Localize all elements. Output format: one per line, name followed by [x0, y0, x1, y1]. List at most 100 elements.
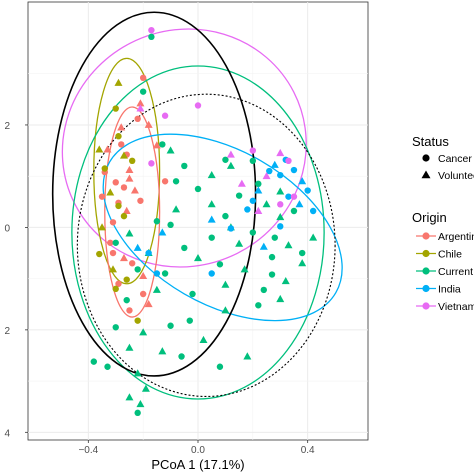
- ellipse-vietnam: [61, 28, 307, 268]
- point-india-volunteer: [298, 177, 307, 185]
- point-current-volunteer: [221, 280, 230, 288]
- point-argentina-cancer: [109, 249, 117, 257]
- point-vietnam-volunteer: [136, 104, 145, 112]
- point-current-volunteer: [125, 343, 134, 351]
- point-vietnam-volunteer: [276, 148, 285, 157]
- point-india-cancer: [285, 193, 292, 200]
- legend-status-volunteer: Volunteer: [438, 170, 474, 182]
- point-current-volunteer: [133, 369, 142, 377]
- point-india-cancer: [277, 171, 284, 179]
- legend-origin-vietnam: Vietnam: [438, 301, 474, 313]
- point-current-cancer: [112, 239, 119, 246]
- point-current-cancer: [290, 207, 298, 215]
- point-current-volunteer: [136, 399, 145, 408]
- point-current-volunteer: [226, 161, 235, 169]
- point-india-cancer: [145, 249, 152, 257]
- point-current-cancer: [208, 234, 215, 241]
- point-current-volunteer: [199, 335, 208, 344]
- point-india-volunteer: [270, 160, 279, 168]
- point-chile-cancer: [128, 157, 136, 165]
- point-current-cancer: [153, 218, 161, 225]
- point-current-cancer: [222, 212, 229, 220]
- point-argentina-cancer: [139, 290, 147, 298]
- legend-circle-key: [422, 154, 430, 162]
- x-tick-label: 0.4: [301, 445, 315, 456]
- y-tick-label: 2: [4, 326, 10, 337]
- point-argentina-cancer: [126, 307, 133, 314]
- point-current-cancer: [167, 221, 174, 229]
- point-india-cancer: [277, 223, 284, 230]
- point-argentina-cancer: [120, 184, 128, 191]
- point-india-volunteer: [295, 200, 304, 208]
- point-current-volunteer: [284, 241, 293, 249]
- point-argentina-volunteer: [136, 99, 145, 107]
- point-current-volunteer: [298, 259, 307, 267]
- point-current-cancer: [181, 162, 188, 170]
- legend-origin-chile: Chile: [438, 249, 462, 261]
- legend-origin-title: Origin: [412, 210, 447, 225]
- legend-color-key: [422, 267, 430, 275]
- point-argentina-volunteer: [139, 271, 148, 280]
- point-current-volunteer: [152, 285, 161, 293]
- point-argentina-volunteer: [119, 253, 128, 262]
- x-tick-label: 0.0: [191, 445, 205, 456]
- point-current-volunteer: [276, 294, 285, 303]
- point-current-cancer: [90, 358, 98, 365]
- ellipse-india: [102, 133, 343, 322]
- ellipse-overall: [76, 93, 336, 398]
- point-india-volunteer: [207, 215, 216, 223]
- point-vietnam-cancer: [290, 193, 298, 200]
- point-chile-cancer: [112, 285, 119, 293]
- point-india-cancer: [304, 187, 311, 194]
- point-current-cancer: [134, 266, 141, 273]
- point-vietnam-cancer: [161, 112, 169, 119]
- data-points: [90, 26, 318, 417]
- point-vietnam-cancer: [285, 157, 292, 165]
- legend-color-key: [422, 249, 430, 258]
- point-current-volunteer: [240, 265, 249, 273]
- point-vietnam-volunteer: [226, 150, 235, 158]
- point-current-cancer: [235, 192, 243, 199]
- legend-origin-current: Current: [438, 266, 473, 278]
- x-axis-title: PCoA 1 (17.1%): [151, 457, 244, 472]
- y-tick-label: 2: [4, 121, 10, 132]
- point-india-volunteer: [158, 228, 167, 236]
- ellipse-overall: [51, 11, 257, 377]
- point-india-cancer: [290, 166, 298, 174]
- point-current-volunteer: [141, 384, 150, 392]
- point-vietnam-volunteer: [254, 206, 263, 214]
- point-current-volunteer: [125, 229, 134, 237]
- point-current-volunteer: [243, 352, 252, 360]
- point-chile-cancer: [115, 133, 122, 140]
- point-current-cancer: [222, 156, 229, 163]
- point-vietnam-cancer: [148, 160, 155, 167]
- point-chile-cancer: [115, 202, 122, 210]
- point-current-volunteer: [125, 393, 134, 401]
- point-current-cancer: [255, 302, 262, 309]
- legend-triangle-key: [421, 170, 431, 179]
- point-current-volunteer: [194, 253, 202, 262]
- point-vietnam-cancer: [148, 26, 155, 34]
- point-current-volunteer: [207, 200, 216, 208]
- legend-color-key: [422, 284, 430, 293]
- point-argentina-cancer: [139, 74, 147, 82]
- point-chile-cancer: [101, 165, 108, 172]
- x-axis-ticks: −0.4 0.0 0.4: [78, 440, 315, 456]
- x-tick-label: −0.4: [78, 445, 98, 456]
- point-chile-volunteer: [106, 188, 115, 196]
- point-chile-volunteer: [114, 78, 123, 86]
- point-current-cancer: [112, 324, 119, 331]
- point-current-cancer: [194, 185, 202, 193]
- point-current-volunteer: [281, 276, 290, 285]
- point-current-volunteer: [166, 146, 175, 154]
- point-argentina-cancer: [109, 219, 117, 226]
- legend: Status Cancer Volunteer Origin Argentina Chil…: [412, 134, 474, 313]
- point-argentina-volunteer: [125, 174, 134, 182]
- point-chile-volunteer: [119, 151, 128, 159]
- point-argentina-volunteer: [125, 165, 134, 173]
- y-tick-label: 0: [4, 223, 10, 234]
- point-current-cancer: [161, 270, 169, 277]
- point-argentina-cancer: [112, 179, 119, 186]
- legend-status-title: Status: [412, 134, 449, 149]
- point-current-cancer: [172, 178, 180, 185]
